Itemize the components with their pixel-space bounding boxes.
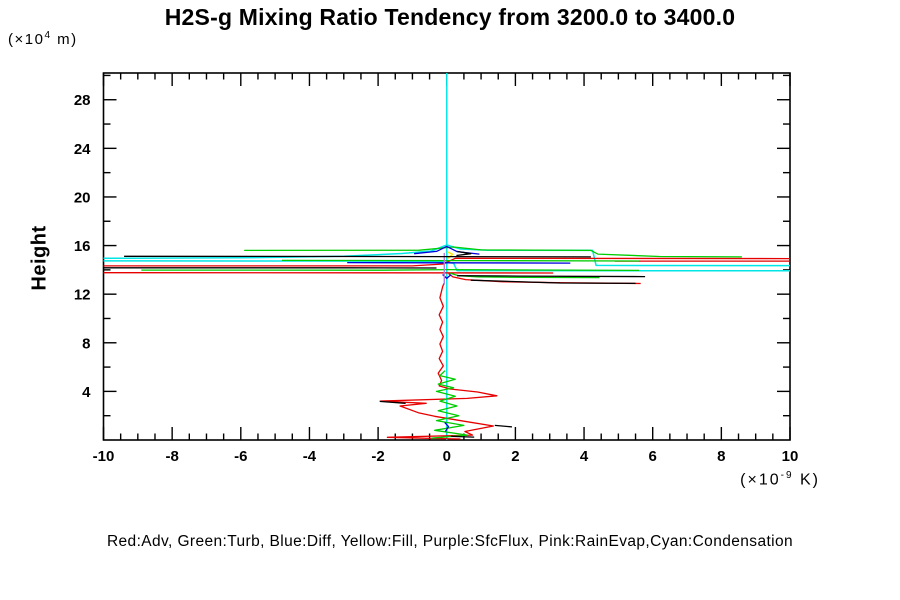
x-tick-label: 4	[580, 448, 589, 465]
series-diff	[347, 245, 571, 432]
series-path-turb	[281, 259, 640, 262]
y-axis-unit-label: (×104 m)	[8, 30, 78, 48]
x-unit-suffix: K)	[793, 471, 820, 489]
x-tick-label: -4	[303, 448, 317, 465]
y-tick-label: 20	[74, 189, 91, 206]
series-path-adv	[103, 257, 791, 267]
chart-title: H2S-g Mixing Ratio Tendency from 3200.0 …	[164, 4, 736, 30]
y-unit-exponent: 4	[44, 30, 52, 41]
series-path-turb	[450, 272, 600, 279]
x-axis-tick-labels: -10 -8 -6 -4 -2 0 2 4 6 8 10	[93, 448, 799, 465]
series-path-diff	[347, 261, 571, 264]
x-axis-ticks	[102, 73, 791, 440]
y-tick-label: 4	[82, 384, 91, 401]
series-path-black-overlay	[470, 279, 636, 285]
series-path-adv	[379, 282, 498, 440]
series-path-black-overlay	[494, 424, 513, 428]
x-tick-label: 6	[649, 448, 657, 465]
y-tick-label: 12	[74, 287, 91, 304]
series-path-black-overlay	[450, 435, 475, 438]
y-unit-prefix: (×10	[8, 31, 45, 48]
y-unit-suffix: m)	[51, 31, 78, 48]
y-tick-label: 24	[74, 141, 91, 158]
series-color-legend: Red:Adv, Green:Turb, Blue:Diff, Yellow:F…	[106, 533, 794, 550]
x-tick-label: 0	[443, 448, 451, 465]
series-path-turb	[244, 246, 742, 258]
series-path-black-overlay	[379, 400, 406, 404]
x-tick-label: 8	[717, 448, 725, 465]
x-tick-label: 2	[511, 448, 519, 465]
x-unit-prefix: (×10	[740, 471, 781, 489]
series-turb	[141, 246, 742, 439]
y-axis-ticks	[103, 74, 790, 417]
series-path-black-overlay	[456, 250, 472, 257]
series-black-overlay	[103, 250, 646, 438]
y-axis-tick-labels: 4 8 12 16 20 24 28	[74, 92, 91, 401]
series-path-turb	[141, 268, 640, 272]
series-path-black-overlay	[456, 275, 646, 278]
x-unit-exponent: -9	[780, 470, 794, 481]
series-path-turb	[431, 370, 468, 439]
y-tick-label: 28	[74, 92, 91, 109]
x-tick-label: -6	[234, 448, 247, 465]
x-tick-label: -2	[371, 448, 384, 465]
y-tick-label: 16	[74, 238, 91, 255]
x-tick-label: -10	[93, 448, 115, 465]
series-path-black-overlay	[124, 255, 591, 258]
x-axis-unit-label: (×10-9 K)	[740, 470, 820, 489]
y-tick-label: 8	[82, 335, 90, 352]
x-tick-label: -8	[165, 448, 178, 465]
x-tick-label: 10	[782, 448, 799, 465]
series-fill	[446, 251, 454, 260]
series-path-diff	[444, 421, 450, 432]
series-path-fill	[446, 251, 454, 260]
